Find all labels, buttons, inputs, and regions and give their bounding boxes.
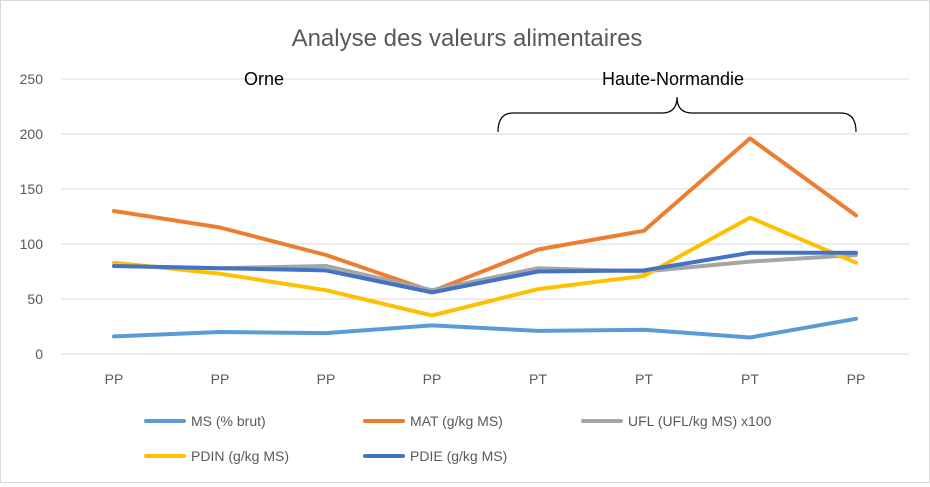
- annotations: Orne Haute-Normandie: [244, 69, 857, 133]
- annotation-orne: Orne: [244, 69, 284, 89]
- series-line-0: [112, 316, 858, 340]
- x-tick-label: PP: [317, 371, 336, 387]
- x-tick-label: PT: [635, 371, 653, 387]
- legend-item: PDIN (g/kg MS): [144, 448, 289, 464]
- chart-title: Analyse des valeurs alimentaires: [292, 25, 643, 52]
- x-tick-label: PT: [741, 371, 759, 387]
- y-tick-label: 50: [27, 291, 43, 307]
- gridlines: [61, 78, 909, 355]
- legend-label: PDIE (g/kg MS): [410, 448, 507, 464]
- legend: MS (% brut) MAT (g/kg MS) UFL (UFL/kg MS) …: [144, 413, 772, 464]
- y-tick-label: 150: [20, 181, 44, 197]
- x-tick-label: PP: [211, 371, 230, 387]
- x-tick-label: PP: [105, 371, 124, 387]
- legend-item: PDIE (g/kg MS): [363, 448, 507, 464]
- legend-label: PDIN (g/kg MS): [191, 448, 289, 464]
- series-line-1: [112, 136, 858, 294]
- y-tick-label: 100: [20, 236, 44, 252]
- series-line-4: [112, 250, 858, 295]
- legend-item: MAT (g/kg MS): [363, 413, 503, 429]
- haute-normandie-brace: [497, 96, 857, 133]
- x-axis-ticks: PP PP PP PP PT PT PT PP: [105, 371, 866, 387]
- y-tick-label: 0: [35, 346, 43, 362]
- annotation-haute-normandie: Haute-Normandie: [602, 69, 744, 89]
- y-tick-label: 200: [20, 126, 44, 142]
- series-line-3: [112, 215, 858, 318]
- x-tick-label: PP: [423, 371, 442, 387]
- y-axis-ticks: 0 50 100 150 200 250: [20, 71, 44, 362]
- legend-item: UFL (UFL/kg MS) x100: [581, 413, 772, 429]
- x-tick-label: PP: [847, 371, 866, 387]
- series-lines: [112, 136, 858, 340]
- legend-label: MAT (g/kg MS): [410, 413, 503, 429]
- legend-item: MS (% brut): [144, 413, 266, 429]
- x-tick-label: PT: [529, 371, 547, 387]
- legend-label: MS (% brut): [191, 413, 266, 429]
- legend-label: UFL (UFL/kg MS) x100: [628, 413, 772, 429]
- y-tick-label: 250: [20, 71, 44, 87]
